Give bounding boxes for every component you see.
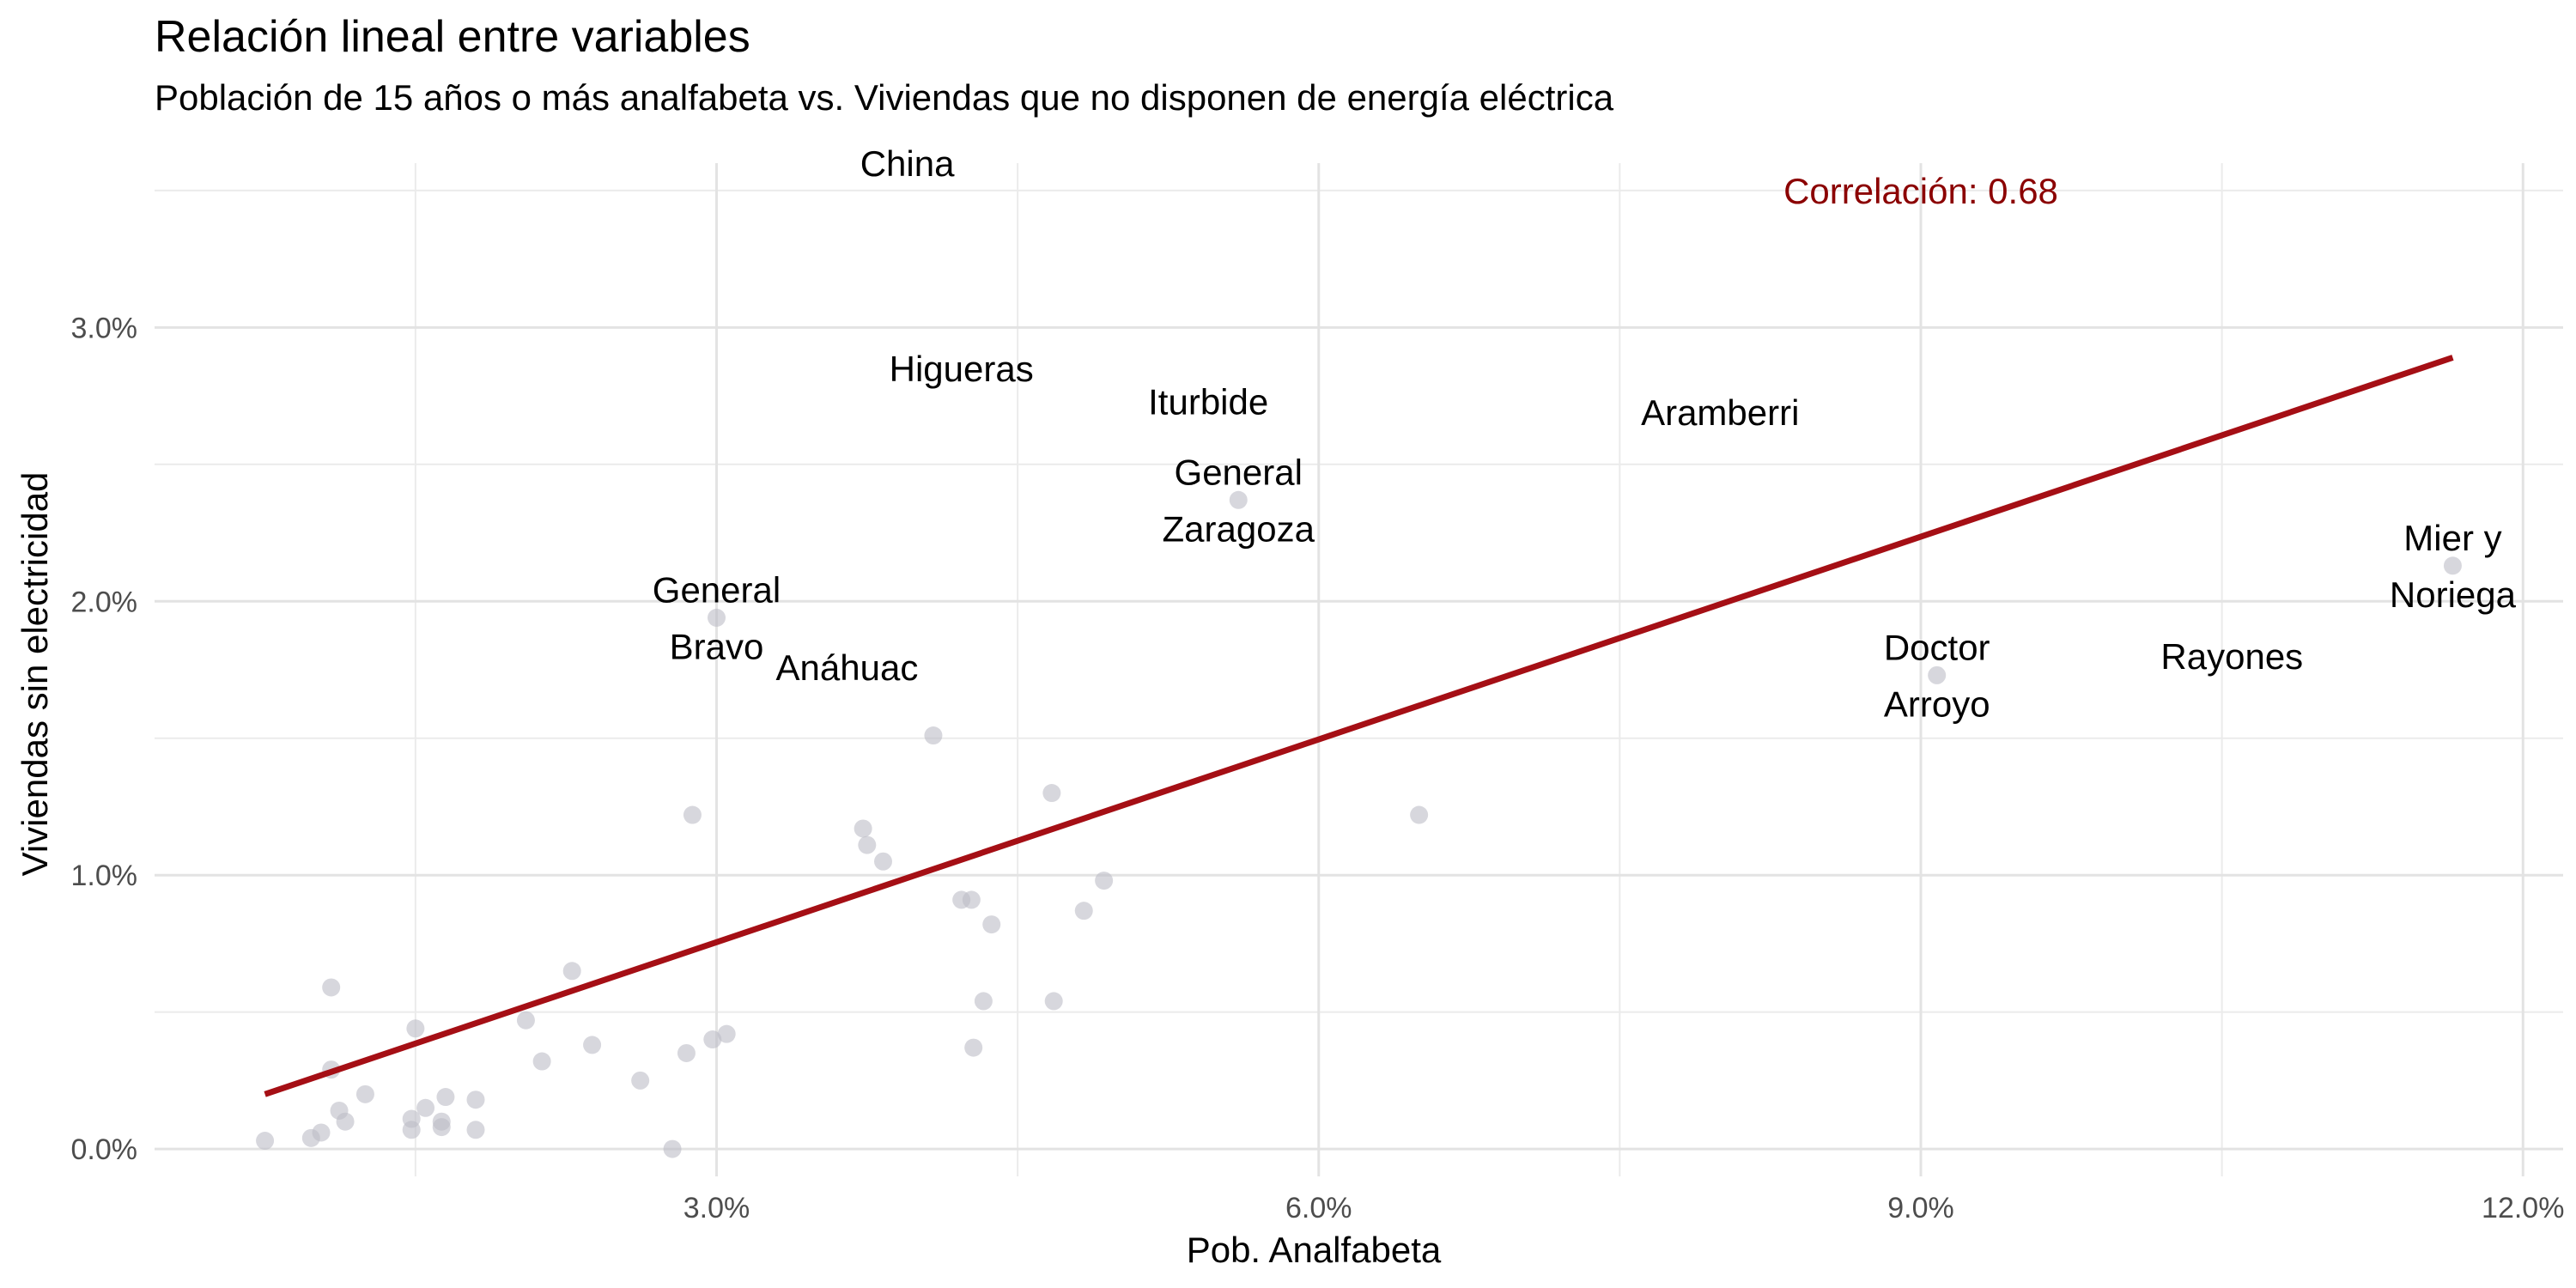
x-axis-ticks: 3.0% 6.0% 9.0% 12.0% [683, 1192, 2565, 1224]
data-point [436, 1088, 455, 1107]
data-point [1229, 490, 1248, 509]
data-point [974, 992, 993, 1011]
data-point [402, 1109, 421, 1128]
data-point [466, 1121, 485, 1139]
data-point [708, 608, 726, 627]
point-label: Doctor Arroyo [1884, 627, 1990, 724]
trend-line-group [264, 355, 2454, 1097]
point-label: Iturbide [1148, 381, 1268, 422]
x-tick-label: 9.0% [1887, 1192, 1954, 1224]
data-point [312, 1123, 331, 1142]
y-axis-ticks: 0.0% 1.0% 2.0% 3.0% [71, 312, 138, 1166]
point-label: Aramberri [1641, 392, 1799, 433]
data-point [717, 1024, 736, 1043]
data-point [1074, 902, 1093, 920]
x-axis-title: Pob. Analfabeta [1187, 1230, 1442, 1270]
major-gridlines [155, 163, 2563, 1176]
data-point [256, 1132, 275, 1151]
data-point [532, 1052, 551, 1071]
y-axis-title: Viviendas sin electricidad [15, 472, 55, 877]
point-label-line: Noriega [2390, 574, 2517, 615]
data-point [964, 1038, 983, 1057]
x-tick-label: 3.0% [683, 1192, 750, 1224]
data-point [962, 890, 981, 909]
trend-line [264, 355, 2454, 1097]
point-label: China [860, 143, 955, 184]
data-point [432, 1112, 451, 1131]
correlation-annotation: Correlación: 0.68 [1783, 171, 2058, 211]
data-point [982, 915, 1001, 934]
point-label-line: Arroyo [1884, 683, 1990, 724]
data-point [1928, 665, 1947, 684]
data-point [322, 978, 341, 997]
data-point [677, 1043, 696, 1062]
data-point [663, 1139, 682, 1158]
point-label-line: General [653, 569, 781, 610]
point-label-line: China [860, 143, 955, 184]
point-label-line: Mier y [2403, 518, 2501, 558]
point-label: General Zaragoza [1163, 452, 1315, 549]
point-label: General Bravo [653, 569, 781, 666]
y-tick-label: 2.0% [71, 586, 138, 618]
point-label-line: Doctor [1884, 627, 1990, 667]
point-label-line: Iturbide [1148, 381, 1268, 422]
data-point [874, 852, 893, 871]
point-label-line: Zaragoza [1163, 508, 1315, 549]
data-point [924, 726, 943, 745]
data-point [2443, 556, 2462, 575]
minor-gridlines [155, 163, 2563, 1176]
x-tick-label: 6.0% [1285, 1192, 1352, 1224]
point-label: Rayones [2160, 636, 2303, 677]
data-point [355, 1084, 374, 1103]
data-point [336, 1112, 355, 1131]
y-tick-label: 3.0% [71, 312, 138, 344]
data-point [858, 835, 877, 854]
point-label-line: Aramberri [1641, 392, 1799, 433]
y-tick-label: 1.0% [71, 860, 138, 892]
point-labels: China Higueras Iturbide Aramberri General Zar… [653, 143, 2517, 724]
chart-title: Relación lineal entre variables [155, 12, 750, 62]
point-label: Anáhuac [776, 647, 919, 688]
point-label-line: Anáhuac [776, 647, 919, 688]
data-point [683, 805, 702, 824]
data-point [1095, 872, 1114, 890]
data-point [1044, 992, 1063, 1011]
data-point [631, 1071, 650, 1090]
point-label-line: Rayones [2160, 636, 2303, 677]
data-point [703, 1030, 722, 1049]
data-point [1410, 805, 1429, 824]
chart-subtitle: Población de 15 años o más analfabeta vs… [155, 77, 1614, 118]
y-tick-label: 0.0% [71, 1133, 138, 1166]
point-label-line: Higueras [890, 349, 1034, 389]
data-point [1042, 784, 1061, 803]
data-point [583, 1036, 602, 1054]
point-label-line: General [1175, 452, 1303, 492]
point-label-line: Bravo [670, 626, 764, 666]
point-label: Higueras [890, 349, 1034, 389]
data-point [416, 1098, 435, 1117]
data-point [854, 819, 872, 838]
point-label: Mier y Noriega [2390, 518, 2517, 615]
data-point [516, 1011, 535, 1030]
data-point [466, 1091, 485, 1109]
data-point [562, 962, 581, 981]
data-point [406, 1019, 425, 1038]
x-tick-label: 12.0% [2482, 1192, 2564, 1224]
data-points [256, 490, 2462, 1158]
